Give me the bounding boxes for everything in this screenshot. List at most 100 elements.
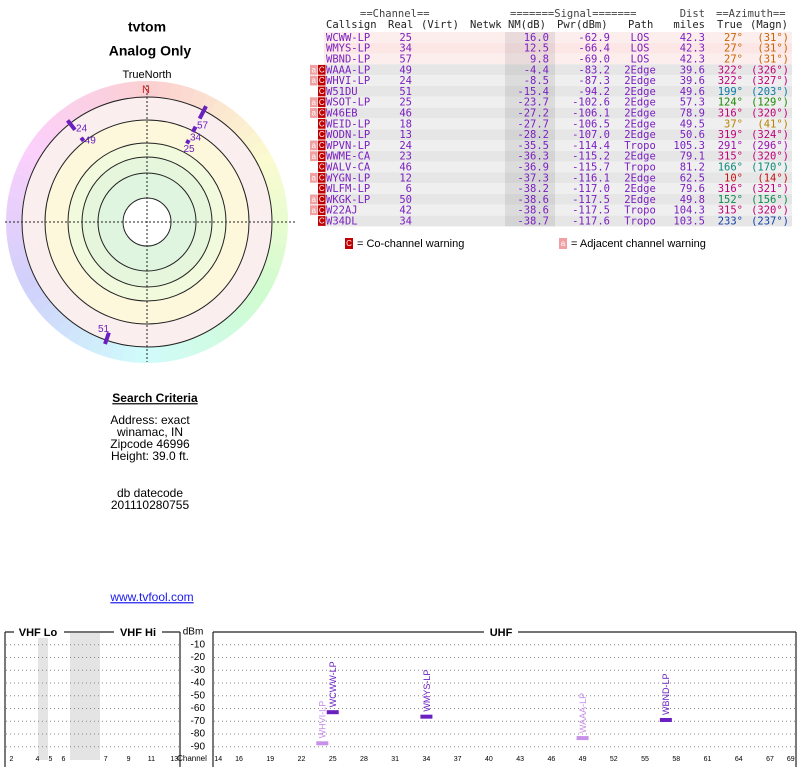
table-cell: (321°)	[751, 183, 789, 195]
datecode-label: db datecode	[117, 486, 183, 500]
co-channel-flag	[318, 97, 326, 108]
y-tick-label: -10	[191, 639, 206, 650]
flag-letter: a	[312, 141, 317, 150]
label-bg	[484, 626, 518, 638]
table-cell: 42.3	[680, 54, 705, 66]
table-cell: 199°	[718, 86, 743, 98]
table-cell: 49.6	[680, 86, 705, 98]
table-cell: 42	[399, 205, 412, 217]
search-line: Address: exact	[110, 413, 190, 427]
flag-letter: a	[312, 76, 317, 85]
table-cell: 315°	[718, 205, 743, 217]
flag-letter: C	[319, 163, 325, 172]
direction-ring	[270, 197, 288, 212]
adjacent-channel-flag	[310, 64, 318, 75]
table-cell: 166°	[718, 162, 743, 174]
direction-ring	[218, 106, 239, 127]
table-cell: W22AJ	[326, 205, 358, 217]
table-cell: W46EB	[326, 108, 358, 120]
y-tick-label: -50	[191, 690, 206, 701]
direction-ring	[65, 324, 85, 345]
gap-band	[38, 633, 48, 760]
table-cell: 322°	[718, 75, 743, 87]
x-tick-label: 46	[547, 756, 555, 763]
direction-ring	[47, 113, 68, 134]
direction-ring	[249, 284, 270, 304]
table-cell: (324°)	[751, 129, 789, 141]
table-cell: -27.7	[517, 118, 549, 130]
marker-label: 24	[76, 123, 88, 134]
station-label: WBND-LP	[661, 673, 671, 715]
title: tvtom	[128, 19, 166, 35]
station-label: WCWW-LP	[328, 661, 338, 707]
direction-ring	[271, 209, 289, 223]
table-cell: 37°	[724, 118, 743, 130]
co-channel-flag	[318, 108, 326, 118]
station-label: WAAA-LP	[578, 693, 588, 733]
label-bg	[14, 626, 64, 638]
table-cell: 319°	[718, 129, 743, 141]
direction-ring	[6, 221, 23, 235]
table-cell: Tropo	[624, 140, 656, 152]
table-cell: 10°	[724, 172, 743, 184]
station-label: WMYS-LP	[422, 670, 432, 712]
direction-ring	[234, 302, 256, 323]
table-cell: -116.1	[572, 172, 610, 184]
flag-letter: C	[319, 87, 325, 96]
direction-ring	[134, 80, 148, 98]
direction-ring	[56, 106, 76, 127]
co-channel-flag	[318, 194, 326, 205]
adjacent-channel-flag	[310, 108, 318, 118]
adjacent-channel-flag	[310, 97, 318, 108]
column-header: True	[717, 19, 742, 31]
table-cell: 24	[399, 140, 412, 152]
table-cell: 46	[399, 108, 412, 120]
table-cell: 105.3	[673, 140, 705, 152]
direction-ring	[147, 81, 161, 98]
direction-ring	[209, 99, 229, 120]
co-channel-flag	[318, 162, 326, 172]
site-link[interactable]: www.tvfool.com	[109, 590, 193, 604]
flag-letter: C	[319, 206, 325, 215]
table-cell: WLFM-LP	[326, 183, 370, 195]
row-bg	[324, 215, 792, 227]
legend-text: = Adjacent channel warning	[571, 238, 706, 250]
table-cell: 16.0	[524, 32, 549, 44]
table-cell: 2Edge	[624, 151, 656, 163]
station-marker	[66, 119, 77, 132]
flag-letter: a	[312, 173, 317, 182]
x-tick-label: 31	[391, 756, 399, 763]
y-tick-label: -90	[191, 741, 206, 752]
table-cell: 2Edge	[624, 108, 656, 120]
x-tick-label: 9	[127, 756, 131, 763]
y-tick-label: -40	[191, 678, 206, 689]
table-cell: 2Edge	[624, 172, 656, 184]
table-cell: 24	[399, 75, 412, 87]
adjacent-channel-flag	[310, 172, 318, 183]
table-cell: (320°)	[751, 151, 789, 163]
table-cell: 322°	[718, 64, 743, 76]
direction-ring	[14, 161, 34, 180]
row-bg	[324, 161, 792, 173]
table-cell: -15.4	[517, 86, 549, 98]
flag-letter: C	[319, 130, 325, 139]
direction-ring	[226, 310, 247, 331]
direction-ring	[178, 339, 196, 359]
table-cell: 13	[399, 129, 412, 141]
table-cell: (170°)	[751, 162, 789, 174]
table-cell: (31°)	[757, 54, 789, 66]
x-tick-label: 58	[672, 756, 680, 763]
flag-letter: C	[319, 98, 325, 107]
table-cell: -106.5	[572, 118, 610, 130]
adjacent-channel-flag	[310, 205, 318, 216]
row-bg	[324, 140, 792, 151]
table-cell: LOS	[631, 32, 650, 44]
direction-ring	[168, 83, 185, 102]
table-cell: -117.5	[572, 205, 610, 217]
x-tick-label: 6	[62, 756, 66, 763]
table-cell: 39.6	[680, 75, 705, 87]
table-cell: -8.5	[524, 75, 549, 87]
direction-ring	[38, 301, 59, 322]
table-cell: -107.0	[572, 129, 610, 141]
